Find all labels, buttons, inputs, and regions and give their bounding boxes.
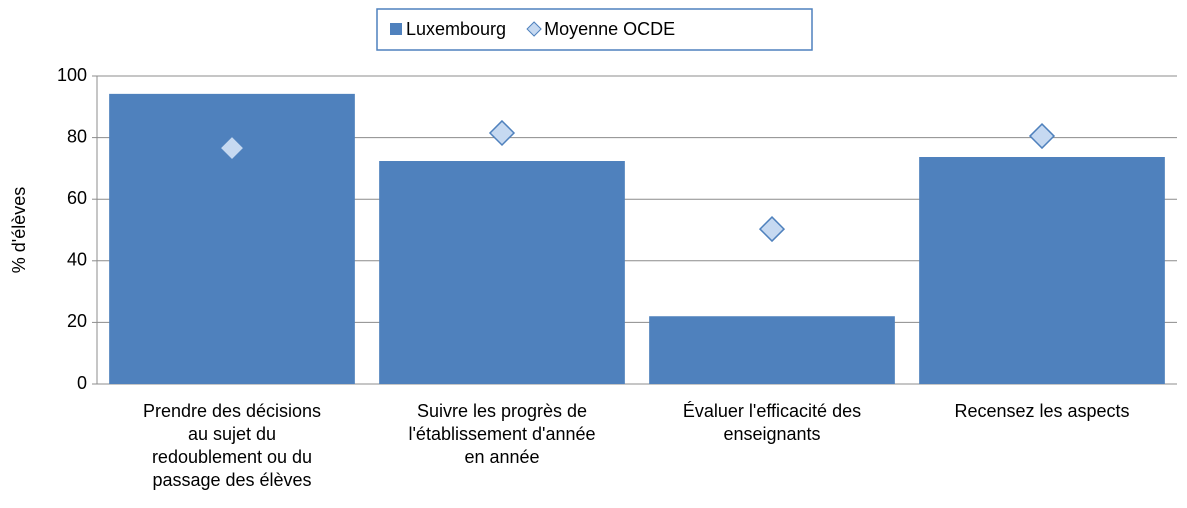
legend-label: Moyenne OCDE <box>544 19 675 39</box>
diamond-marker <box>218 135 246 162</box>
y-tick-label: 20 <box>67 311 87 331</box>
y-tick-label: 60 <box>67 188 87 208</box>
diamond-marker <box>1028 122 1056 150</box>
x-tick-label: Prendre des décisions au sujet du redoub… <box>142 401 322 490</box>
y-tick-label: 0 <box>77 373 87 393</box>
legend-box <box>376 8 813 51</box>
x-tick-label: Évaluer l'efficacité des enseignants <box>682 401 862 444</box>
y-tick-label: 100 <box>57 65 87 85</box>
x-tick-label: Recensez les aspects <box>954 401 1130 421</box>
x-tick-label: Suivre les progrès de l'établissement d'… <box>408 401 596 467</box>
diamond-marker <box>758 216 786 243</box>
diamond-marker <box>488 119 516 147</box>
legend-swatch <box>390 23 402 35</box>
legend-label: Luxembourg <box>406 19 506 39</box>
bar <box>919 157 1165 384</box>
bar <box>379 161 625 384</box>
y-tick-label: 80 <box>67 126 87 146</box>
bar <box>649 316 895 384</box>
y-tick-label: 40 <box>67 250 87 270</box>
legend-swatch <box>526 21 542 37</box>
y-axis-label: % d'élèves <box>9 187 29 273</box>
